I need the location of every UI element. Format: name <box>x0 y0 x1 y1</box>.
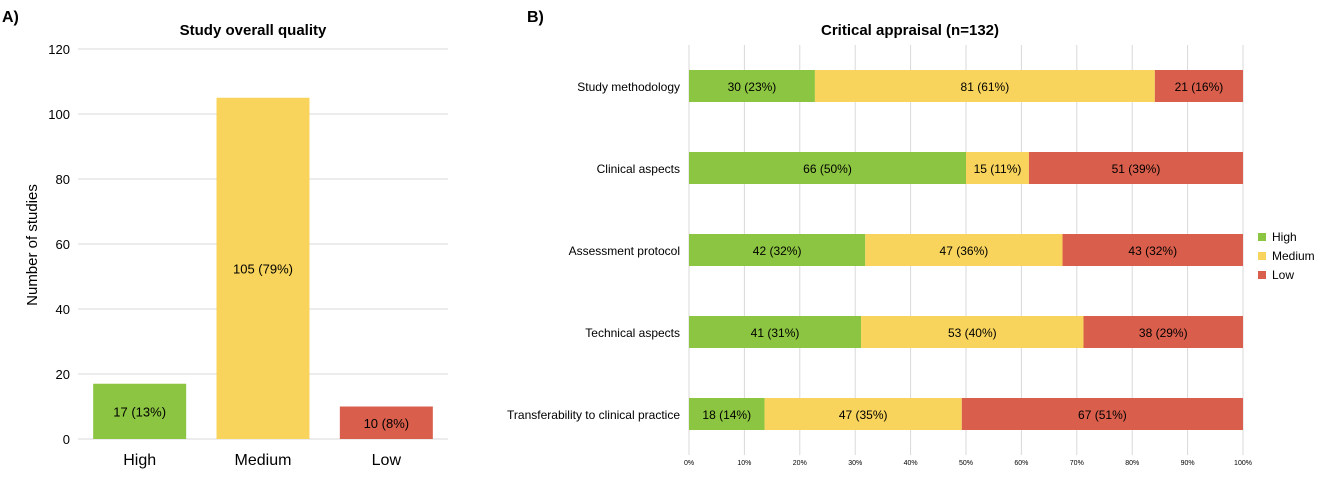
chart-b-data-label: 53 (40%) <box>948 326 997 340</box>
chart-a-y-tick-label: 20 <box>56 367 70 382</box>
chart-b-bar-segment <box>1154 70 1243 102</box>
chart-b-bar-segment <box>689 70 815 102</box>
chart-b-x-tick-label: 60% <box>1014 460 1028 467</box>
chart-a-y-tick-label: 100 <box>48 107 70 122</box>
chart-a-bar <box>339 406 433 439</box>
chart-a-x-tick-label: Medium <box>235 452 292 469</box>
chart-a: Study overall quality Number of studies … <box>24 22 448 469</box>
chart-b-data-label: 18 (14%) <box>702 408 751 422</box>
chart-b-data-label: 30 (23%) <box>728 80 777 94</box>
chart-b-x-tick-label: 90% <box>1181 460 1195 467</box>
chart-a-y-tick-label: 120 <box>48 42 70 57</box>
chart-b-bar-segment <box>1062 234 1243 266</box>
chart-b-bar-segment <box>689 316 862 348</box>
chart-b-bar-segment <box>1028 152 1243 184</box>
chart-b-legend-swatch <box>1258 271 1266 279</box>
chart-b-legend: High Medium Low <box>1258 230 1315 282</box>
chart-b-bar-segment <box>689 234 866 266</box>
chart-b-data-label: 51 (39%) <box>1112 162 1161 176</box>
chart-a-data-label: 17 (13%) <box>113 404 166 419</box>
chart-b-legend-label: Medium <box>1272 249 1315 263</box>
chart-a-x-tick-label: High <box>123 452 156 469</box>
chart-b-x-tick-label: 10% <box>737 460 751 467</box>
chart-b-x-tick-label: 20% <box>793 460 807 467</box>
chart-b-x-tick-label: 100% <box>1234 460 1252 467</box>
chart-b-x-tick-label: 0% <box>684 460 694 467</box>
chart-b-x-tick-label: 50% <box>959 460 973 467</box>
chart-b-bar-segment <box>961 398 1243 430</box>
chart-b-bar-segment <box>764 398 962 430</box>
chart-a-y-tick-label: 60 <box>56 237 70 252</box>
chart-a-title: Study overall quality <box>180 22 327 39</box>
chart-a-bar <box>216 97 310 439</box>
chart-b-legend-swatch <box>1258 233 1266 241</box>
chart-b-data-label: 41 (31%) <box>751 326 800 340</box>
chart-b-data-label: 47 (35%) <box>839 408 888 422</box>
chart-b-x-tick-label: 70% <box>1070 460 1084 467</box>
panel-label-a: A) <box>2 9 19 26</box>
panel-label-b: B) <box>527 9 544 26</box>
chart-a-data-label: 10 (8%) <box>364 416 410 431</box>
chart-b-bar-segment <box>814 70 1155 102</box>
chart-b-category-label: Study methodology <box>577 80 680 94</box>
chart-b-category-label: Clinical aspects <box>597 162 680 176</box>
chart-a-bar <box>93 383 187 439</box>
chart-b-data-label: 47 (36%) <box>940 244 989 258</box>
chart-a-y-tick-label: 80 <box>56 172 70 187</box>
chart-b-bar-segment <box>1083 316 1243 348</box>
chart-b-bar-segment <box>865 234 1063 266</box>
chart-b-data-label: 67 (51%) <box>1078 408 1127 422</box>
chart-b-category-label: Transferability to clinical practice <box>507 408 680 422</box>
chart-b-data-label: 66 (50%) <box>803 162 852 176</box>
chart-b-x-tick-label: 80% <box>1125 460 1139 467</box>
chart-a-data-label: 105 (79%) <box>233 261 293 276</box>
chart-b-legend-swatch <box>1258 252 1266 260</box>
chart-a-y-axis-label: Number of studies <box>24 184 41 306</box>
chart-b-category-label: Assessment protocol <box>569 244 680 258</box>
chart-b-category-label: Technical aspects <box>585 326 680 340</box>
chart-b-data-label: 38 (29%) <box>1139 326 1188 340</box>
chart-b-x-tick-label: 30% <box>848 460 862 467</box>
chart-b-data-label: 21 (16%) <box>1175 80 1224 94</box>
chart-b-data-label: 43 (32%) <box>1128 244 1177 258</box>
chart-b: Critical appraisal (n=132) 0% 10% 20% 30% 40… <box>507 22 1315 467</box>
chart-a-y-tick-label: 0 <box>63 432 70 447</box>
chart-b-x-tick-label: 40% <box>904 460 918 467</box>
chart-b-bar-segment <box>861 316 1084 348</box>
chart-b-bar-segment <box>966 152 1029 184</box>
chart-b-data-label: 15 (11%) <box>974 162 1022 176</box>
chart-a-y-tick-label: 40 <box>56 302 70 317</box>
chart-b-bar-segment <box>689 152 966 184</box>
chart-b-data-label: 81 (61%) <box>961 80 1010 94</box>
chart-b-title: Critical appraisal (n=132) <box>821 22 999 39</box>
chart-a-x-tick-label: Low <box>372 452 402 469</box>
chart-b-data-label: 42 (32%) <box>753 244 802 258</box>
chart-b-legend-label: Low <box>1272 268 1294 282</box>
chart-b-legend-label: High <box>1272 230 1297 244</box>
chart-b-bar-segment <box>689 398 765 430</box>
